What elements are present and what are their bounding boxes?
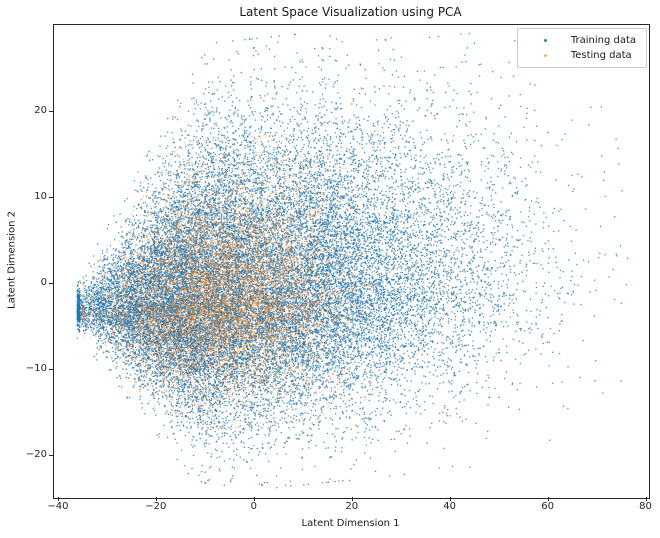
y-tick-label: 0 [40, 276, 47, 288]
x-tick-label: −20 [145, 501, 167, 512]
y-tick-label: −10 [25, 362, 47, 374]
legend-item-training: Training data [518, 33, 636, 48]
x-tick-mark [351, 497, 353, 501]
y-tick-mark [49, 454, 53, 456]
scatter-canvas [54, 25, 649, 498]
x-tick-label: 20 [345, 501, 359, 512]
legend-label: Testing data [570, 50, 632, 61]
y-tick-mark [49, 110, 53, 112]
x-tick-mark [253, 497, 255, 501]
y-tick-label: −20 [25, 448, 47, 460]
x-tick-label: −40 [47, 501, 69, 512]
legend-item-testing: Testing data [518, 48, 636, 63]
y-axis-label: Latent Dimension 2 [6, 211, 18, 309]
x-tick-label: 80 [639, 501, 652, 512]
legend-label: Training data [570, 35, 636, 46]
y-tick-label: 10 [34, 190, 47, 202]
x-tick-mark [449, 497, 451, 501]
legend-marker-dot-icon [543, 54, 547, 57]
legend-marker-dot-icon [543, 39, 547, 42]
y-tick-mark [49, 368, 53, 370]
x-tick-mark [155, 497, 157, 501]
chart-title: Latent Space Visualization using PCA [239, 5, 462, 19]
y-tick-mark [49, 196, 53, 198]
x-axis-label: Latent Dimension 1 [301, 518, 400, 529]
x-tick-mark [645, 497, 647, 501]
plot-area: Training data Testing data [53, 24, 650, 499]
x-tick-label: 0 [250, 501, 257, 512]
x-tick-mark [547, 497, 549, 501]
legend: Training data Testing data [516, 28, 647, 68]
x-tick-label: 60 [541, 501, 554, 512]
x-tick-label: 40 [443, 501, 457, 512]
y-tick-mark [49, 282, 53, 284]
y-tick-label: 20 [34, 104, 47, 116]
x-tick-mark [57, 497, 59, 501]
